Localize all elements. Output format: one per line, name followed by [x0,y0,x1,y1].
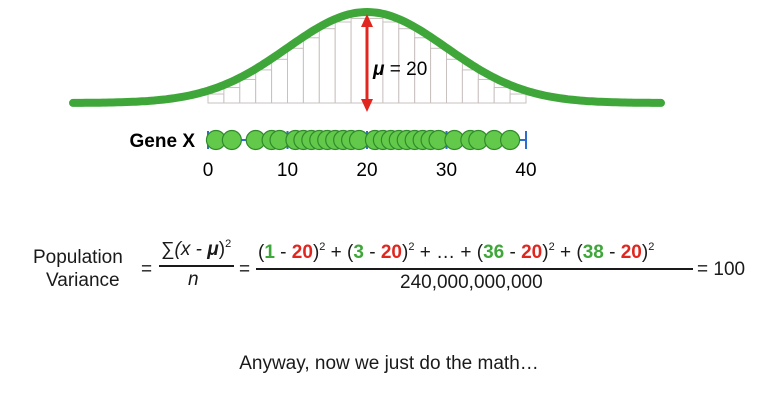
paren-close: ) [641,242,649,263]
expanded-numerator: (1 - 20)2 + (3 - 20)2 + … + (36 - 20)2 +… [258,242,654,264]
paren-open: ( [258,242,265,263]
term-x-value: 38 [582,242,604,263]
axis-tick-labels: 0 10 20 30 40 [203,160,537,181]
paren-open: ( [476,242,484,263]
equals-sign-2: = [239,259,251,280]
minus-sign: - [504,242,522,263]
exponent: 2 [408,241,415,253]
denominator-value: 240,000,000,000 [400,272,543,293]
axis-tick-label: 0 [203,160,214,181]
data-point [500,129,521,151]
variance-label: Variance [46,270,120,291]
paren-close: ) [401,242,409,263]
term-x-value: 36 [483,242,505,263]
gene-label: Gene X [130,131,196,152]
term-mean-value: 20 [380,242,402,263]
equals-sign-1: = [141,259,153,280]
histogram-bar [509,93,527,104]
normal-curve [69,7,665,107]
term-mean-value: 20 [620,242,642,263]
mean-arrow [361,14,373,112]
minus-sign: - [363,242,381,263]
fraction-line-2 [256,268,693,270]
exponent: 2 [648,241,655,253]
caption-text: Anyway, now we just do the math… [239,353,539,374]
result-value: = 100 [697,259,746,280]
data-points [205,129,521,151]
term-mean-value: 20 [521,242,543,263]
term-separator: + … + [414,242,477,263]
minus-sign: - [274,242,292,263]
axis-tick-label: 40 [515,160,536,181]
term-separator: + [554,242,577,263]
mu-symbol: μ [207,239,219,260]
axis-tick-label: 10 [277,160,298,181]
paren-close: ) [312,242,320,263]
axis-tick-label: 30 [436,160,457,181]
sigma-symbol: ∑ [161,239,175,260]
denominator-n: n [188,269,199,290]
minus-sign: - [603,242,621,263]
data-point [221,129,242,151]
paren-open: ( [576,242,583,263]
paren-close: ) [542,242,549,263]
exponent: 2 [548,241,555,253]
fraction-line-1 [159,265,234,267]
exponent: 2 [319,241,326,253]
term-mean-value: 20 [291,242,313,263]
variance-numerator: ∑(x - μ)2 [161,238,232,261]
term-separator: + [325,242,348,263]
population-label: Population [33,247,123,268]
paren-open: ( [347,242,354,263]
term-x-value: 1 [264,242,275,263]
mean-label: μ = 20 [372,59,427,80]
term-x-value: 3 [353,242,364,263]
histogram-bars [207,17,527,104]
axis-tick-label: 20 [356,160,377,181]
